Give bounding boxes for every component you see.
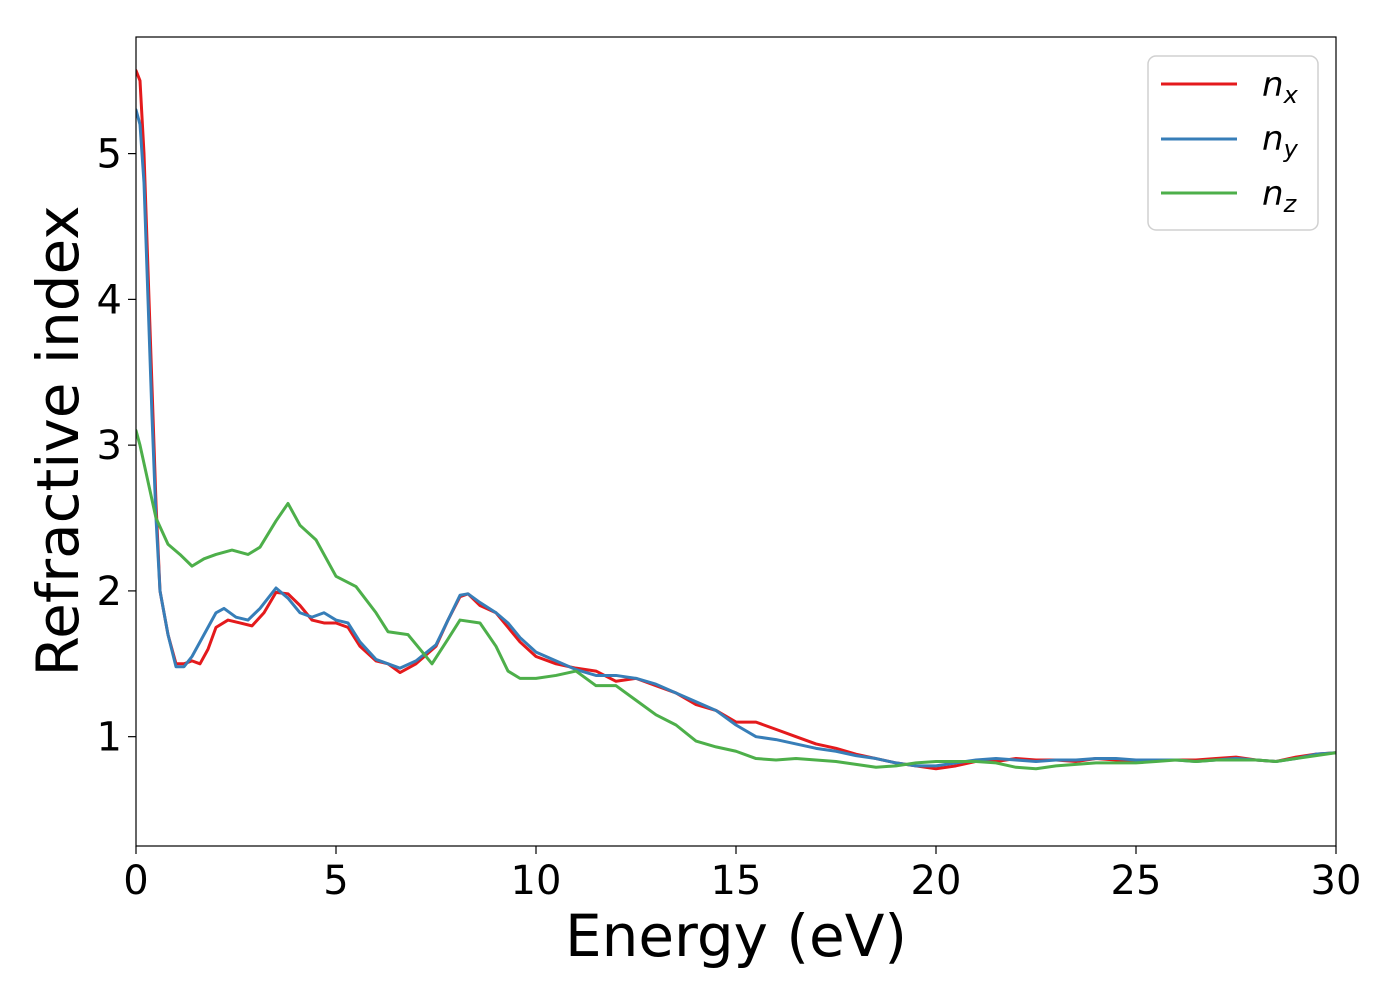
legend-label-n-y: ny [1262, 119, 1299, 163]
y-tick-label: 5 [97, 132, 122, 178]
legend-label-n-z: nz [1262, 174, 1298, 218]
y-axis-ticks: 1 2 3 4 5 [97, 132, 136, 761]
y-axis-label: Refractive index [24, 205, 92, 676]
x-tick-label: 0 [123, 858, 148, 904]
legend-label-n-x: nx [1262, 65, 1299, 109]
y-tick-label: 3 [97, 423, 122, 469]
x-tick-label: 5 [323, 858, 348, 904]
x-axis-ticks: 0 5 10 15 20 25 30 [123, 846, 1361, 904]
series-layer [136, 69, 1336, 771]
x-tick-label: 30 [1311, 858, 1362, 904]
legend: nx ny nz [1147, 55, 1319, 231]
y-tick-label: 4 [97, 277, 122, 323]
legend-box [1147, 55, 1319, 231]
x-tick-label: 25 [1111, 858, 1162, 904]
series-line-n-y [136, 108, 1336, 768]
series-line-n-z [136, 429, 1336, 771]
x-tick-label: 20 [911, 858, 962, 904]
y-tick-label: 1 [97, 715, 122, 761]
x-axis-label: Energy (eV) [565, 902, 907, 970]
x-tick-label: 10 [511, 858, 562, 904]
y-tick-label: 2 [97, 569, 122, 615]
x-tick-label: 15 [711, 858, 762, 904]
